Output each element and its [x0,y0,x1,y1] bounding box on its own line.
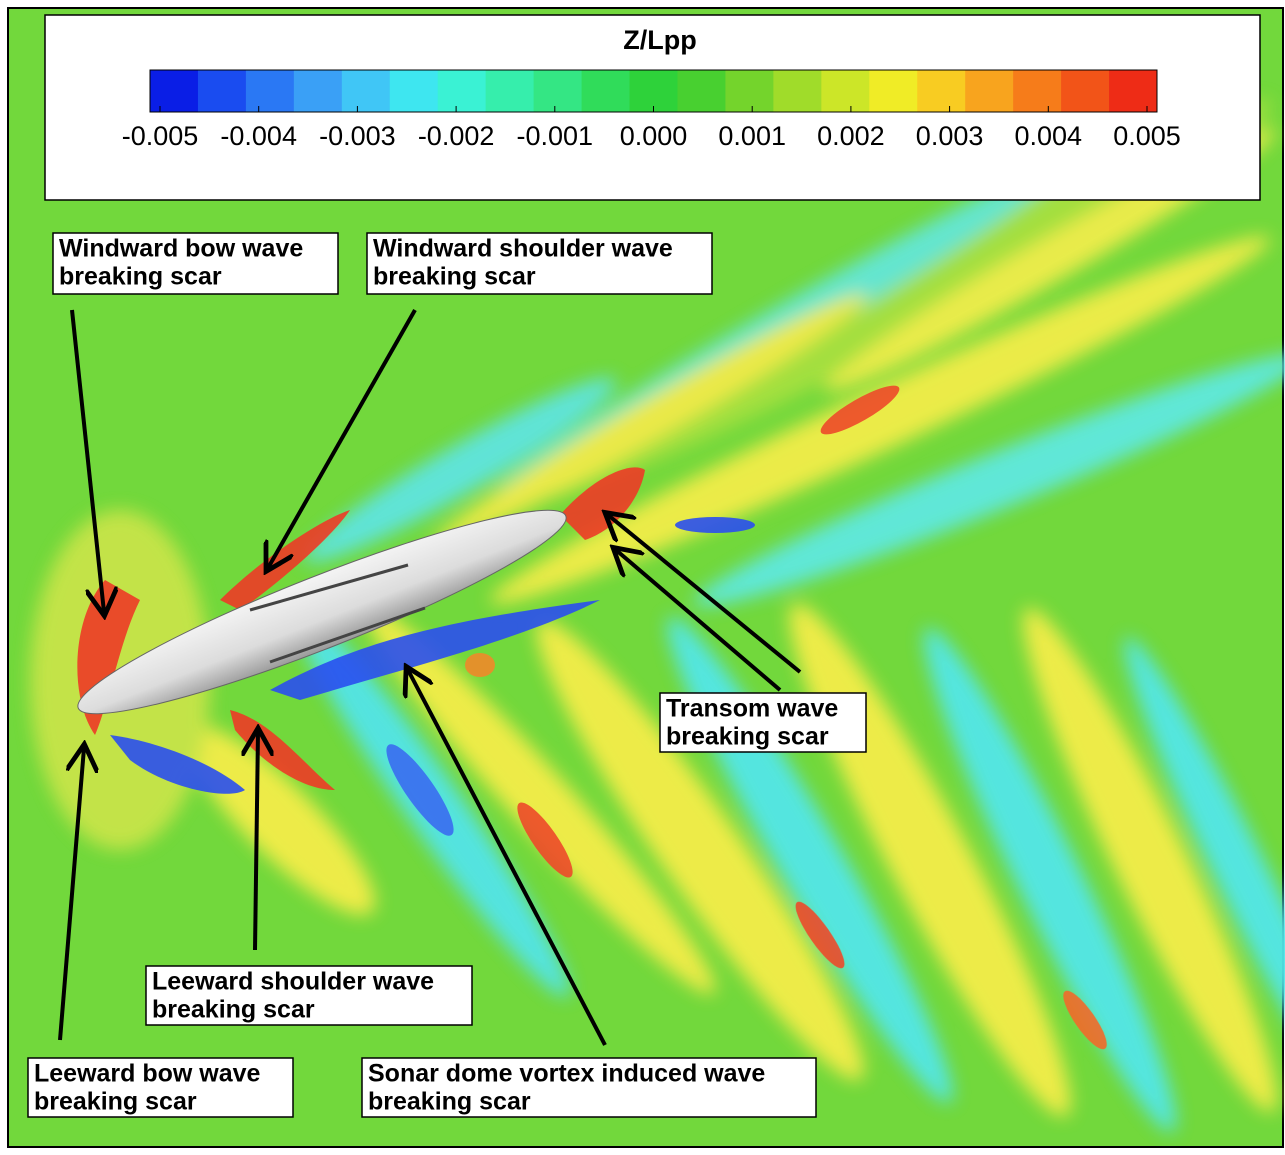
annotation-text: Leeward bow wave [34,1060,261,1088]
colorbar-tick-label: 0.002 [817,121,885,151]
colorbar-swatch [677,70,726,112]
annotation-box [659,692,867,753]
colorbar-tick-label: 0.000 [620,121,688,151]
colorbar-swatch [341,70,391,112]
annotation-box [366,232,713,295]
colorbar-swatch [1109,70,1158,112]
colorbar-swatch [533,70,583,112]
annotation-text: Sonar dome vortex induced wave [368,1060,765,1088]
colorbar-swatch [965,70,1014,112]
colorbar-tick-label: -0.003 [319,121,396,151]
colorbar-swatch [293,70,343,112]
colorbar-swatch [245,70,295,112]
colorbar-tick-label: -0.002 [418,121,495,151]
annotation-text: breaking scar [368,1088,531,1116]
colorbar-swatch [821,70,870,112]
annotation-box [27,1057,294,1118]
colorbar-tick-label: -0.001 [517,121,594,151]
colorbar-swatch [581,70,631,112]
annotation-text: Windward bow wave [59,235,303,263]
colorbar-swatch [917,70,966,112]
colorbar-tick-label: 0.003 [916,121,984,151]
colorbar-tick-label: 0.001 [718,121,786,151]
annotation-text: breaking scar [373,263,536,291]
annotation-box [361,1057,817,1118]
annotation-text: Leeward shoulder wave [152,968,434,996]
colorbar-swatch [725,70,774,112]
colorbar-tick-label: 0.004 [1015,121,1083,151]
colorbar-swatch [437,70,487,112]
colorbar-swatch [150,70,199,112]
arrows [58,309,802,1046]
colorbar-swatch [773,70,822,112]
colorbar-tick-label: -0.004 [220,121,297,151]
annotation-text: breaking scar [59,263,222,291]
annotation-text: breaking scar [34,1088,197,1116]
annotation-text: Windward shoulder wave [373,235,673,263]
colorbar-swatch [485,70,535,112]
annotation-text: breaking scar [152,996,315,1024]
colorbar-swatch [869,70,918,112]
annotation-box [145,965,473,1026]
colorbar-legend: Z/Lpp -0.005 -0.004 -0.003 -0.002 -0.001 0.00… [44,14,1261,201]
colorbar-title: Z/Lpp [623,25,696,55]
annotation-text: Transom wave [666,695,838,723]
annotation-box [52,232,339,295]
colorbar-swatch [1061,70,1110,112]
colorbar-tick-label: -0.005 [122,121,199,151]
colorbar-swatch [1013,70,1062,112]
colorbar-tick-label: 0.005 [1113,121,1181,151]
colorbar-swatch [389,70,439,112]
colorbar: -0.005 -0.004 -0.003 -0.002 -0.001 0.000 0.001… [122,69,1181,151]
annotation-text: breaking scar [666,723,829,751]
colorbar-swatch [629,70,678,112]
colorbar-swatch [197,70,247,112]
hull [77,509,567,715]
